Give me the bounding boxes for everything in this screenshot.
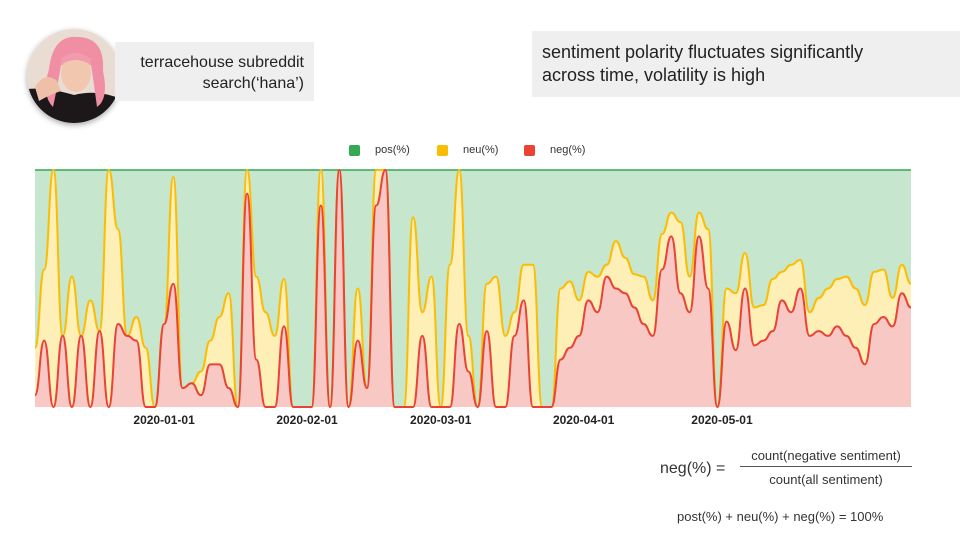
- neg-formula: neg(%) = count(negative sentiment) count…: [660, 448, 920, 490]
- x-tick-label-4: 2020-05-01: [691, 413, 753, 427]
- caption-box: terracehouse subreddit search(‘hana’): [115, 42, 314, 101]
- formula-lhs: neg(%) =: [660, 460, 726, 477]
- avatar: [27, 29, 121, 123]
- legend-item-neg: neg(%): [524, 142, 585, 158]
- avatar-photo: [27, 29, 121, 123]
- x-tick-label-3: 2020-04-01: [553, 413, 615, 427]
- caption-line-2: search(‘hana’): [202, 75, 304, 92]
- legend-swatch-neu: [437, 144, 448, 156]
- x-tick-label-1: 2020-02-01: [276, 413, 338, 427]
- chart-legend: pos(%) neu(%) neg(%): [0, 142, 960, 160]
- note-line-2: across time, volatility is high: [542, 65, 766, 85]
- legend-swatch-neg: [524, 144, 535, 156]
- legend-item-neu: neu(%): [437, 142, 498, 158]
- legend-label-neg: neg(%): [550, 144, 586, 156]
- caption-line-1: terracehouse subreddit: [140, 54, 304, 71]
- fraction-bar: [740, 466, 912, 467]
- legend-item-pos: pos(%): [349, 142, 410, 158]
- x-tick-label-2: 2020-03-01: [410, 413, 472, 427]
- legend-label-neu: neu(%): [463, 144, 499, 156]
- neg-line: [34, 168, 912, 409]
- sentiment-area-chart: 2020-01-01 2020-02-01 2020-03-01 2020-04-01…: [34, 168, 912, 427]
- note-line-1: sentiment polarity fluctuates significan…: [542, 42, 864, 62]
- x-tick-label-0: 2020-01-01: [133, 413, 195, 427]
- legend-label-pos: pos(%): [375, 144, 410, 156]
- legend-swatch-pos: [349, 144, 360, 156]
- sum-equation: post(%) + neu(%) + neg(%) = 100%: [677, 509, 884, 524]
- formula-numerator: count(negative sentiment): [751, 448, 901, 463]
- note-box: sentiment polarity fluctuates significan…: [532, 31, 960, 97]
- neu-line: [34, 168, 912, 409]
- formula-denominator: count(all sentiment): [769, 472, 883, 487]
